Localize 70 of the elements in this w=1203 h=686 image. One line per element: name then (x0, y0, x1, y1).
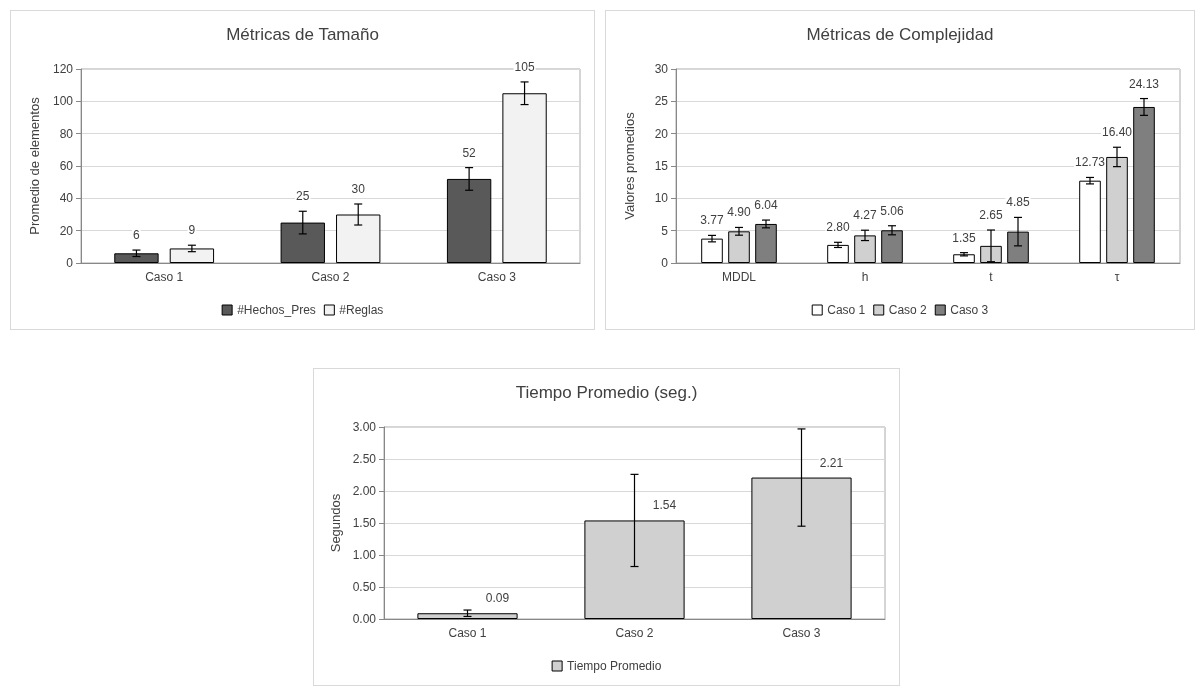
bar (701, 238, 723, 263)
x-tick-label: Caso 3 (477, 270, 517, 284)
data-label: 2.80 (826, 220, 850, 235)
bar (114, 253, 159, 263)
data-label: 4.27 (853, 208, 877, 223)
legend-label: Caso 1 (827, 303, 866, 317)
legend-label: #Reglas (339, 303, 384, 317)
x-tick-label: τ (1114, 270, 1120, 284)
y-tick-label: 0 (661, 256, 669, 270)
data-label: 1.35 (952, 230, 976, 245)
y-tick-label: 40 (59, 191, 74, 206)
y-tick-label: 2.00 (352, 484, 377, 498)
y-axis-title: Promedio de elementos (27, 96, 42, 235)
y-tick-label: 5 (661, 223, 669, 238)
y-tick-label: 20 (654, 126, 669, 141)
data-label: 25 (296, 189, 310, 204)
x-tick-label: h (861, 270, 869, 284)
data-label: 6.04 (754, 198, 778, 213)
x-tick-label: Caso 2 (311, 270, 350, 284)
bar (827, 244, 849, 263)
data-label: 52 (462, 145, 477, 160)
data-label: 24.13 (1128, 76, 1160, 91)
legend-label: Tiempo Promedio (567, 659, 662, 673)
data-label: 0.09 (485, 591, 510, 606)
bar (854, 235, 876, 263)
data-label: 3.77 (700, 213, 724, 228)
data-label: 12.73 (1074, 155, 1106, 170)
y-tick-label: 3.00 (352, 420, 377, 434)
x-tick-label: Caso 3 (782, 626, 821, 640)
y-tick-label: 20 (59, 223, 74, 238)
bar (1079, 180, 1101, 263)
data-label: 4.85 (1006, 195, 1030, 210)
chart-title: Métricas de Complejidad (806, 25, 994, 44)
y-axis-title: Valores promedios (622, 111, 637, 220)
y-tick-label: 80 (59, 126, 74, 141)
y-axis-title: Segundos (327, 493, 343, 553)
x-tick-label: Caso 1 (448, 626, 487, 640)
y-tick-label: 100 (52, 94, 74, 109)
data-label: 2.65 (979, 208, 1003, 223)
legend-label: Caso 3 (950, 303, 989, 317)
y-tick-label: 1.50 (352, 516, 377, 530)
legend-label: Caso 2 (888, 303, 928, 317)
y-tick-label: 25 (654, 94, 669, 109)
data-label: 4.90 (727, 205, 751, 220)
chart-title: Tiempo Promedio (seg.) (515, 383, 698, 402)
y-tick-label: 10 (654, 191, 669, 206)
bar (169, 248, 215, 263)
data-label: 1.54 (652, 498, 677, 513)
data-label: 9 (188, 223, 196, 238)
y-tick-label: 2.50 (352, 452, 377, 466)
data-label: 6 (133, 228, 141, 243)
data-label: 5.06 (880, 203, 904, 218)
y-tick-label: 120 (52, 62, 74, 76)
y-tick-label: 0.50 (352, 580, 377, 594)
x-tick-label: Caso 2 (615, 626, 654, 640)
bar (417, 613, 518, 619)
data-label: 105 (514, 59, 535, 74)
x-tick-label: Caso 1 (145, 270, 184, 284)
x-tick-label: t (989, 270, 994, 284)
y-tick-label: 0.00 (352, 612, 377, 626)
data-label: 16.40 (1101, 125, 1133, 140)
y-tick-label: 15 (654, 159, 669, 173)
y-tick-label: 0 (66, 256, 74, 270)
y-tick-label: 1.00 (352, 548, 377, 562)
chart-title: Métricas de Tamaño (226, 25, 379, 44)
x-tick-label: MDDL (721, 270, 757, 284)
legend-label: #Hechos_Pres (237, 303, 316, 317)
y-tick-label: 60 (59, 159, 74, 173)
y-tick-label: 30 (654, 62, 669, 76)
data-label: 2.21 (819, 455, 844, 470)
